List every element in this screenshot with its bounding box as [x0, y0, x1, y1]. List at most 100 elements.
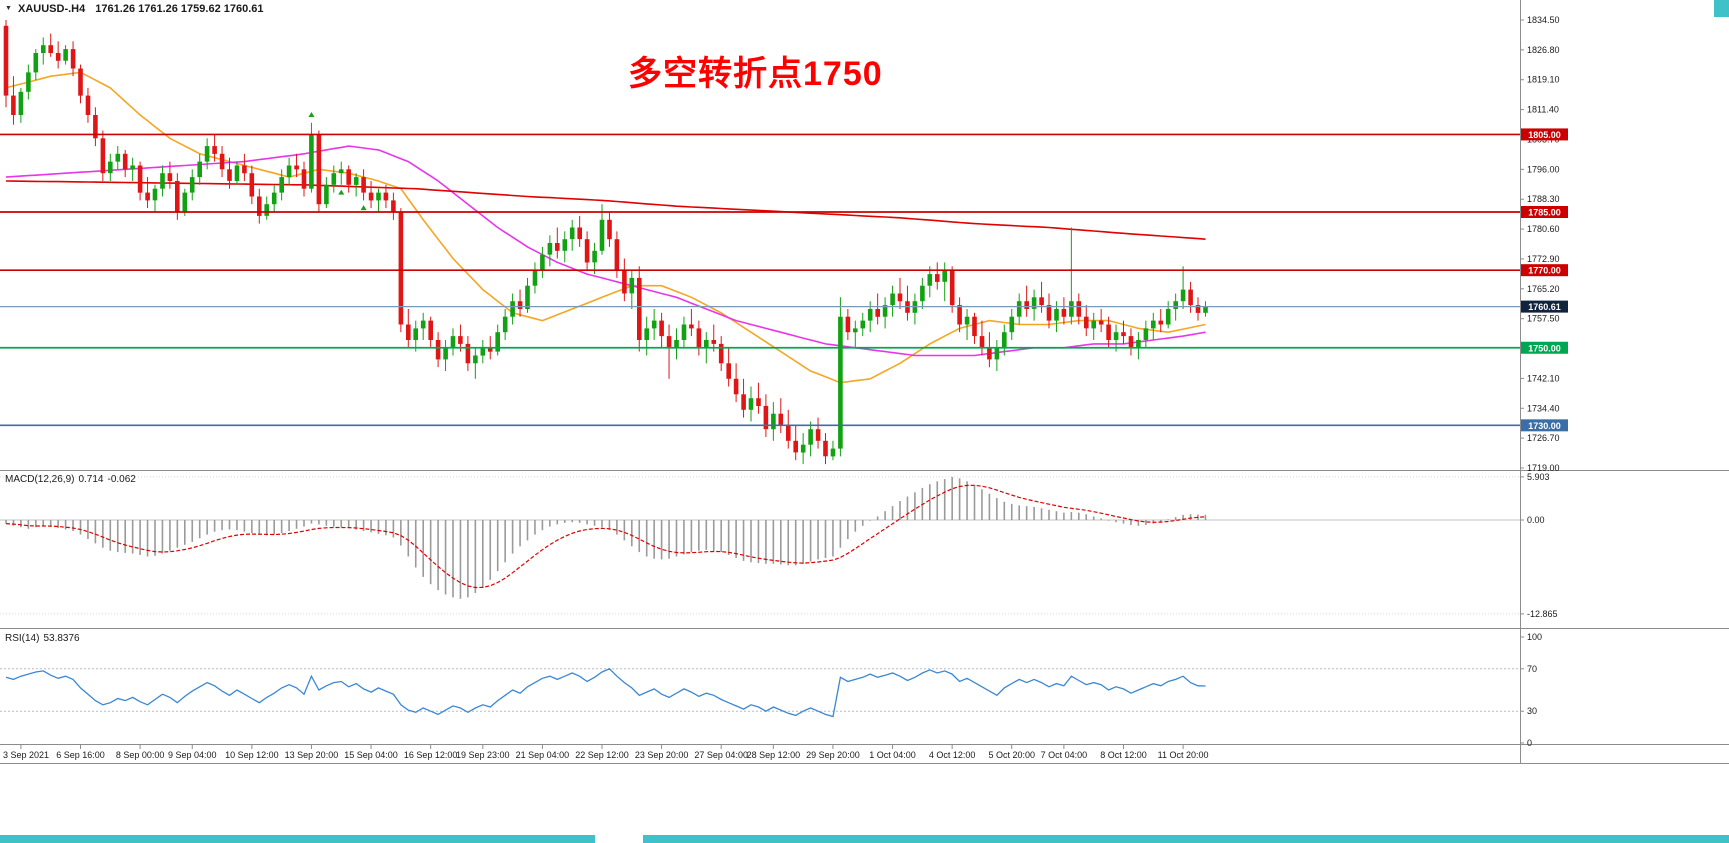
candle-body	[3, 25, 9, 96]
price-level-badge-label: 1770.00	[1528, 266, 1561, 276]
candle-body	[48, 45, 53, 53]
time-tick-label: 16 Sep 12:00	[404, 750, 458, 760]
candle-body	[741, 394, 746, 410]
candle-body	[771, 413, 776, 430]
price-level-badge-label: 1785.00	[1528, 208, 1561, 218]
time-tick-label: 19 Sep 23:00	[456, 750, 510, 760]
candle-body	[964, 316, 970, 325]
candle-body	[271, 192, 277, 205]
candle-body	[70, 49, 76, 69]
price-tick-label: 1765.20	[1527, 284, 1560, 294]
price-tick-label: 1742.10	[1527, 373, 1560, 383]
candle-body	[756, 398, 761, 406]
time-tick-label: 8 Oct 12:00	[1100, 750, 1147, 760]
macd-signal-value: -0.062	[107, 474, 136, 485]
trade-arrow-icon	[338, 189, 345, 195]
candle-body	[85, 95, 91, 115]
candle-body	[204, 146, 210, 162]
candle-body	[726, 363, 731, 379]
candle-body	[324, 184, 329, 205]
candle-body	[480, 347, 486, 356]
candle-body	[1128, 336, 1134, 348]
candle-body	[406, 324, 411, 340]
candle-body	[689, 324, 694, 329]
price-tick-label: 1811.40	[1527, 105, 1559, 115]
candle-body	[704, 340, 709, 348]
price-tick-label: 1788.30	[1527, 194, 1560, 204]
chart-annotation: 多空转折点1750	[628, 55, 883, 93]
price-level-badge	[1521, 264, 1568, 277]
candle-body	[100, 138, 106, 174]
candle-body	[607, 219, 612, 240]
rsi-tick-label: 30	[1527, 706, 1537, 716]
candle-body	[957, 305, 962, 325]
candle-body	[286, 165, 292, 178]
candle-body	[316, 134, 322, 205]
candle-body	[867, 309, 873, 321]
macd-signal-line	[5, 484, 1206, 589]
candle-body	[510, 301, 515, 317]
candle-body	[502, 316, 508, 333]
candle-body	[882, 305, 888, 317]
candle-body	[569, 227, 575, 240]
candle-body	[242, 165, 247, 174]
candle-body	[1002, 332, 1007, 348]
candle-body	[428, 320, 433, 340]
macd-tick-label: 5.903	[1527, 472, 1550, 482]
candle-body	[1121, 332, 1126, 337]
time-axis[interactable]	[0, 745, 1520, 763]
candle-body	[465, 343, 471, 364]
candle-body	[1054, 309, 1059, 321]
candle-body	[1203, 306, 1208, 313]
candle-body	[353, 177, 359, 185]
rsi-tick-label: 70	[1527, 664, 1537, 674]
time-tick-label: 5 Oct 20:00	[988, 750, 1035, 760]
candle-body	[1180, 289, 1186, 302]
price-tick-label: 1719.00	[1527, 463, 1560, 473]
candle-body	[800, 444, 806, 453]
candle-body	[495, 332, 500, 352]
candle-body	[189, 177, 195, 193]
symbol-title: XAUUSD-.H4	[18, 3, 86, 15]
candle-body	[644, 328, 649, 340]
candle-body	[972, 316, 977, 337]
candle-body	[763, 405, 769, 430]
price-axis[interactable]	[1520, 0, 1729, 763]
time-tick-label: 27 Sep 04:00	[694, 750, 748, 760]
candle-body	[137, 165, 143, 193]
candle-body	[599, 219, 605, 251]
time-tick-label: 4 Oct 12:00	[929, 750, 976, 760]
candle-body	[517, 301, 523, 309]
candle-body	[234, 165, 240, 181]
candle-body	[823, 440, 828, 457]
candle-body	[331, 173, 337, 185]
candle-body	[368, 192, 374, 201]
candle-body	[1061, 309, 1067, 317]
candle-body	[182, 192, 188, 212]
price-tick-label: 1796.00	[1527, 164, 1560, 174]
trade-arrow-icon	[308, 112, 315, 118]
price-tick-label: 1772.90	[1527, 254, 1560, 264]
rsi-tick-label: 100	[1527, 632, 1542, 642]
candle-body	[1143, 328, 1149, 340]
candle-body	[279, 177, 284, 193]
symbol-ohlc-label: ▼ XAUUSD-.H4 1761.26 1761.26 1759.62 176…	[5, 3, 264, 15]
time-tick-label: 8 Sep 00:00	[116, 750, 165, 760]
time-tick-label: 3 Sep 2021	[3, 750, 49, 760]
candle-body	[1091, 320, 1096, 329]
time-tick-label: 1 Oct 04:00	[869, 750, 916, 760]
candle-body	[614, 239, 620, 271]
symbol-dropdown-icon[interactable]: ▼	[5, 5, 12, 12]
candle-body	[681, 324, 687, 340]
candle-body	[629, 277, 635, 294]
ma-slow-line	[5, 180, 1206, 240]
candle-body	[622, 270, 627, 294]
candle-body	[450, 336, 456, 348]
candle-body	[562, 239, 568, 251]
candle-body	[793, 440, 798, 453]
candle-body	[398, 212, 404, 325]
ma-mid-line	[5, 145, 1206, 357]
candle-body	[1039, 297, 1044, 306]
candle-body	[592, 250, 597, 263]
